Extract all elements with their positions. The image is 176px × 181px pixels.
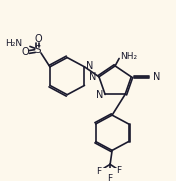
Text: N: N <box>89 72 96 82</box>
Text: H₂N: H₂N <box>5 39 22 48</box>
Text: N: N <box>153 72 161 82</box>
Text: NH₂: NH₂ <box>120 52 137 61</box>
Text: F: F <box>108 174 113 181</box>
Text: O: O <box>34 34 42 44</box>
Text: S: S <box>35 45 41 55</box>
Text: N: N <box>86 61 94 71</box>
Text: F: F <box>117 166 122 175</box>
Text: N: N <box>96 90 103 100</box>
Text: O: O <box>21 47 29 57</box>
Text: F: F <box>97 167 102 176</box>
